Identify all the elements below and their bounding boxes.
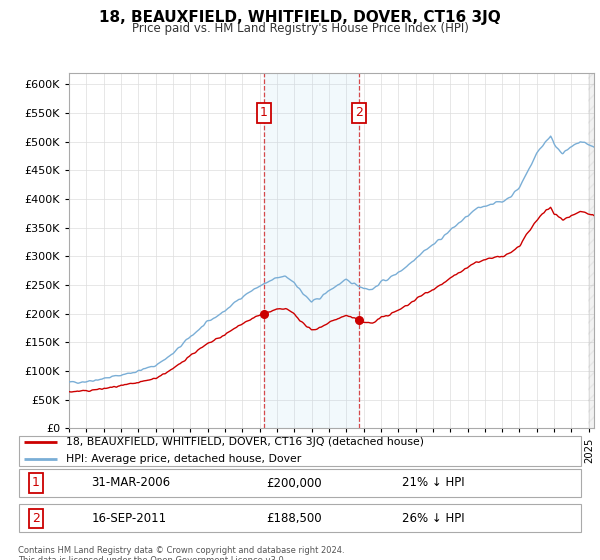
Text: 21% ↓ HPI: 21% ↓ HPI: [401, 477, 464, 489]
Text: Contains HM Land Registry data © Crown copyright and database right 2024.
This d: Contains HM Land Registry data © Crown c…: [18, 546, 344, 560]
Text: 2: 2: [355, 106, 362, 119]
Text: Price paid vs. HM Land Registry's House Price Index (HPI): Price paid vs. HM Land Registry's House …: [131, 22, 469, 35]
Bar: [264, 73, 359, 428]
Text: 18, BEAUXFIELD, WHITFIELD, DOVER, CT16 3JQ: 18, BEAUXFIELD, WHITFIELD, DOVER, CT16 3…: [99, 10, 501, 25]
Text: 2: 2: [32, 512, 40, 525]
FancyBboxPatch shape: [19, 505, 581, 532]
Text: £188,500: £188,500: [266, 512, 322, 525]
FancyBboxPatch shape: [19, 436, 581, 466]
Text: £200,000: £200,000: [266, 477, 322, 489]
Text: HPI: Average price, detached house, Dover: HPI: Average price, detached house, Dove…: [66, 454, 301, 464]
Text: 1: 1: [260, 106, 268, 119]
Text: 1: 1: [32, 477, 40, 489]
Text: 18, BEAUXFIELD, WHITFIELD, DOVER, CT16 3JQ (detached house): 18, BEAUXFIELD, WHITFIELD, DOVER, CT16 3…: [66, 437, 424, 447]
FancyBboxPatch shape: [19, 469, 581, 497]
Text: 31-MAR-2006: 31-MAR-2006: [91, 477, 170, 489]
Bar: [588, 73, 594, 428]
Text: 26% ↓ HPI: 26% ↓ HPI: [401, 512, 464, 525]
Text: 16-SEP-2011: 16-SEP-2011: [91, 512, 166, 525]
